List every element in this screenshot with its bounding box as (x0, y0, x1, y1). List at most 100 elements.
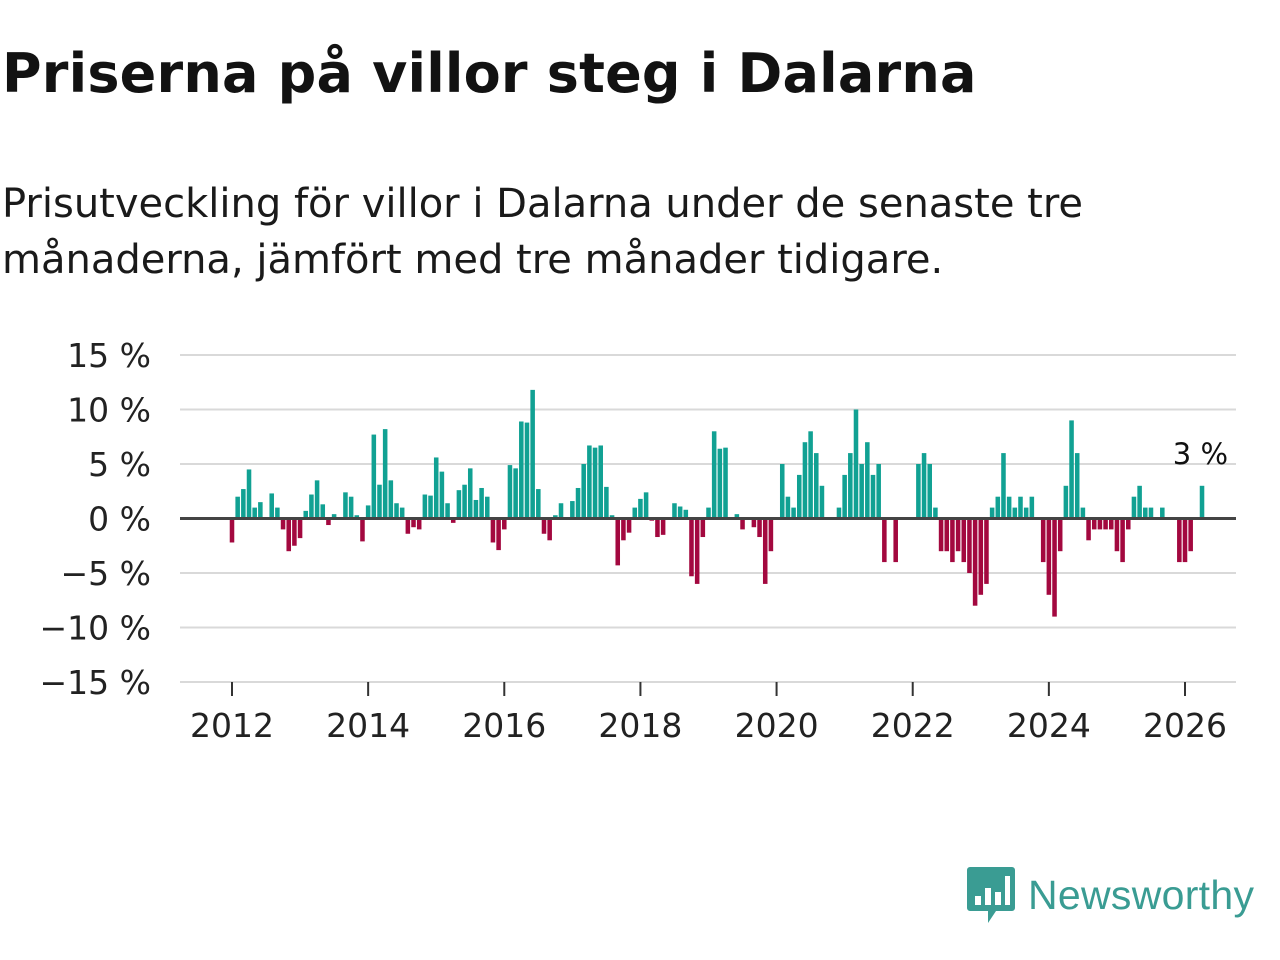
newsworthy-logo[interactable]: Newsworthy (966, 866, 1254, 924)
bar (536, 489, 541, 519)
y-tick-label: 15 % (67, 336, 151, 375)
bar (689, 518, 694, 577)
bar (1143, 507, 1148, 519)
bar (473, 499, 479, 519)
bar (405, 518, 411, 534)
bar (615, 518, 621, 566)
bar (303, 510, 309, 519)
bar (399, 507, 405, 519)
bar (309, 494, 314, 519)
bar (933, 507, 938, 519)
bar (723, 447, 728, 519)
bar (677, 506, 683, 519)
x-tick-label: 2024 (1007, 706, 1091, 745)
bar (785, 496, 791, 519)
bar (859, 464, 864, 519)
bar (740, 518, 745, 530)
bar (519, 421, 524, 519)
bar (791, 507, 796, 519)
bar (1029, 496, 1035, 519)
bar (297, 518, 303, 539)
bar (1097, 518, 1103, 530)
bar (768, 518, 774, 552)
bar (757, 518, 762, 538)
bar (972, 518, 978, 606)
bar (643, 492, 649, 519)
bar (354, 515, 360, 519)
bar (252, 507, 257, 519)
bar (524, 422, 530, 519)
bar (388, 480, 394, 519)
bar (229, 518, 235, 543)
bar (683, 509, 689, 519)
bar (490, 518, 496, 543)
y-tick-label: −10 % (40, 609, 152, 648)
bar (1018, 496, 1023, 519)
bar (779, 464, 785, 519)
bar (865, 442, 870, 519)
bar (439, 471, 445, 519)
bar (485, 496, 490, 519)
x-tick-label: 2026 (1143, 706, 1227, 745)
bar (1177, 518, 1182, 563)
bar (348, 496, 354, 519)
bar (819, 485, 825, 519)
bar (1052, 518, 1057, 617)
bar (802, 442, 808, 519)
bar (950, 518, 955, 563)
bar (326, 518, 331, 526)
bar (547, 518, 552, 541)
bar (553, 515, 558, 519)
bar (995, 496, 1001, 519)
x-tick-label: 2016 (462, 706, 546, 745)
bar (796, 474, 802, 519)
bar (1057, 518, 1063, 552)
bar (638, 498, 643, 519)
bar (700, 518, 706, 538)
bar (984, 518, 989, 584)
chart-subtitle: Prisutveckling för villor i Dalarna unde… (2, 181, 1084, 283)
bar (433, 457, 439, 519)
bar (462, 484, 467, 519)
bar (1063, 485, 1069, 519)
bar (280, 518, 286, 530)
bar (575, 487, 581, 519)
bar (365, 505, 371, 519)
bar (660, 518, 666, 535)
bar (275, 507, 280, 519)
bar (706, 507, 711, 519)
bar (1080, 507, 1086, 519)
chart-title: Priserna på villor steg i Dalarna (2, 42, 977, 105)
bar (286, 518, 291, 552)
bar (751, 518, 757, 528)
bar (1131, 496, 1137, 519)
bar (1086, 518, 1091, 541)
y-tick-label: −15 % (40, 663, 152, 702)
x-tick-label: 2022 (871, 706, 955, 745)
bar (734, 514, 740, 519)
bar (921, 453, 927, 519)
bar (320, 504, 326, 519)
bar (1120, 518, 1125, 563)
bar (394, 503, 399, 519)
bar (235, 496, 240, 519)
x-tick-label: 2012 (190, 706, 274, 745)
bar (1040, 518, 1046, 563)
brand-name: Newsworthy (1028, 871, 1255, 918)
bar (1182, 518, 1188, 563)
bar (978, 518, 984, 595)
bar (853, 409, 859, 519)
bar (592, 447, 598, 519)
bar (842, 474, 847, 519)
x-tick-label: 2020 (735, 706, 819, 745)
bar (893, 518, 898, 563)
bar (541, 518, 547, 534)
bar (422, 494, 428, 519)
bar (382, 429, 388, 519)
bar (331, 514, 337, 519)
bar (876, 464, 881, 519)
bar (1069, 420, 1074, 519)
bar (814, 453, 819, 519)
bar (938, 518, 944, 552)
bar-chart: 15 % 10 % 5 % 0 % −5 % −10 % −15 % 2012 2014 201… (40, 336, 1236, 745)
